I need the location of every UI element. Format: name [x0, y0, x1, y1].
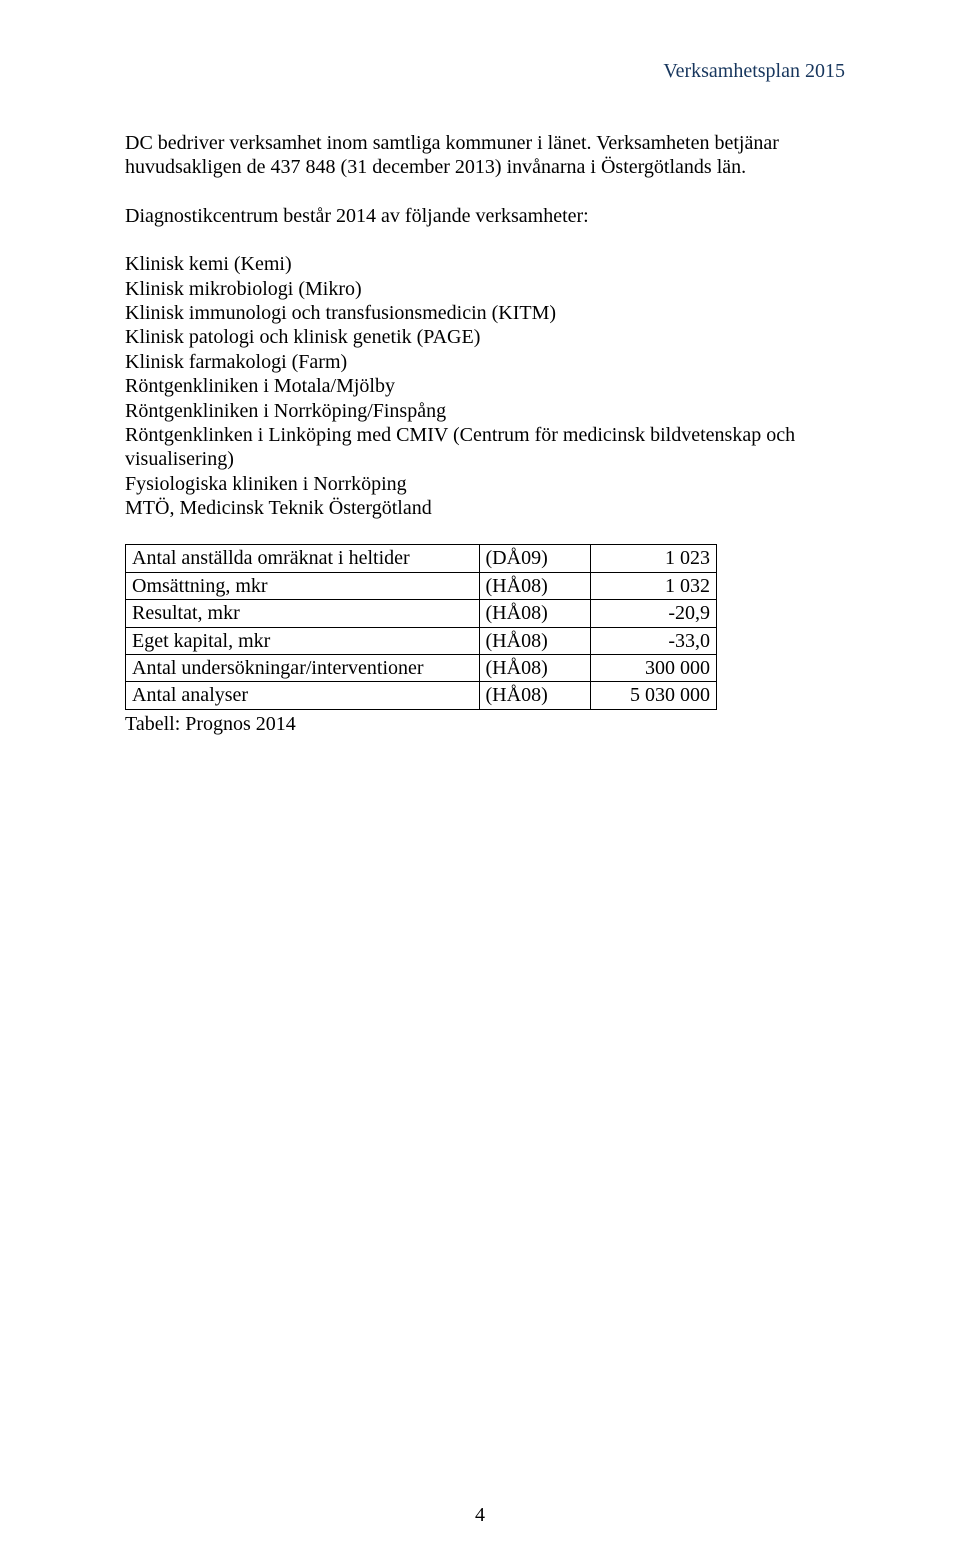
unit-item: Klinisk patologi och klinisk genetik (PA…	[125, 325, 845, 349]
cell-label: Resultat, mkr	[126, 600, 480, 627]
unit-list: Klinisk kemi (Kemi) Klinisk mikrobiologi…	[125, 252, 845, 520]
table-row: Antal analyser (HÅ08) 5 030 000	[126, 682, 717, 709]
cell-code: (HÅ08)	[479, 655, 591, 682]
page-header: Verksamhetsplan 2015	[125, 60, 845, 83]
stats-table: Antal anställda omräknat i heltider (DÅ0…	[125, 544, 717, 709]
cell-code: (DÅ09)	[479, 545, 591, 572]
unit-item: Fysiologiska kliniken i Norrköping	[125, 472, 845, 496]
table-caption: Tabell: Prognos 2014	[125, 712, 845, 736]
cell-code: (HÅ08)	[479, 572, 591, 599]
paragraph-lead: Diagnostikcentrum består 2014 av följand…	[125, 204, 845, 228]
cell-label: Antal undersökningar/interventioner	[126, 655, 480, 682]
table-row: Antal undersökningar/interventioner (HÅ0…	[126, 655, 717, 682]
cell-label: Eget kapital, mkr	[126, 627, 480, 654]
cell-value: 300 000	[591, 655, 717, 682]
cell-code: (HÅ08)	[479, 627, 591, 654]
unit-item: Klinisk mikrobiologi (Mikro)	[125, 277, 845, 301]
unit-item: Klinisk farmakologi (Farm)	[125, 350, 845, 374]
table-row: Omsättning, mkr (HÅ08) 1 032	[126, 572, 717, 599]
unit-item: Röntgenkliniken i Norrköping/Finspång	[125, 399, 845, 423]
paragraph-intro: DC bedriver verksamhet inom samtliga kom…	[125, 131, 845, 180]
cell-value: -20,9	[591, 600, 717, 627]
unit-item: Klinisk kemi (Kemi)	[125, 252, 845, 276]
page-number: 4	[0, 1504, 960, 1527]
cell-code: (HÅ08)	[479, 600, 591, 627]
cell-value: 1 023	[591, 545, 717, 572]
cell-label: Antal analyser	[126, 682, 480, 709]
table-row: Antal anställda omräknat i heltider (DÅ0…	[126, 545, 717, 572]
cell-label: Antal anställda omräknat i heltider	[126, 545, 480, 572]
document-page: Verksamhetsplan 2015 DC bedriver verksam…	[0, 0, 960, 1567]
cell-value: 1 032	[591, 572, 717, 599]
unit-item: Röntgenkliniken i Motala/Mjölby	[125, 374, 845, 398]
table-row: Eget kapital, mkr (HÅ08) -33,0	[126, 627, 717, 654]
table-row: Resultat, mkr (HÅ08) -20,9	[126, 600, 717, 627]
cell-value: -33,0	[591, 627, 717, 654]
cell-code: (HÅ08)	[479, 682, 591, 709]
unit-item: MTÖ, Medicinsk Teknik Östergötland	[125, 496, 845, 520]
unit-item: Klinisk immunologi och transfusionsmedic…	[125, 301, 845, 325]
cell-value: 5 030 000	[591, 682, 717, 709]
body-content: DC bedriver verksamhet inom samtliga kom…	[125, 131, 845, 736]
cell-label: Omsättning, mkr	[126, 572, 480, 599]
unit-item: Röntgenklinken i Linköping med CMIV (Cen…	[125, 423, 845, 472]
